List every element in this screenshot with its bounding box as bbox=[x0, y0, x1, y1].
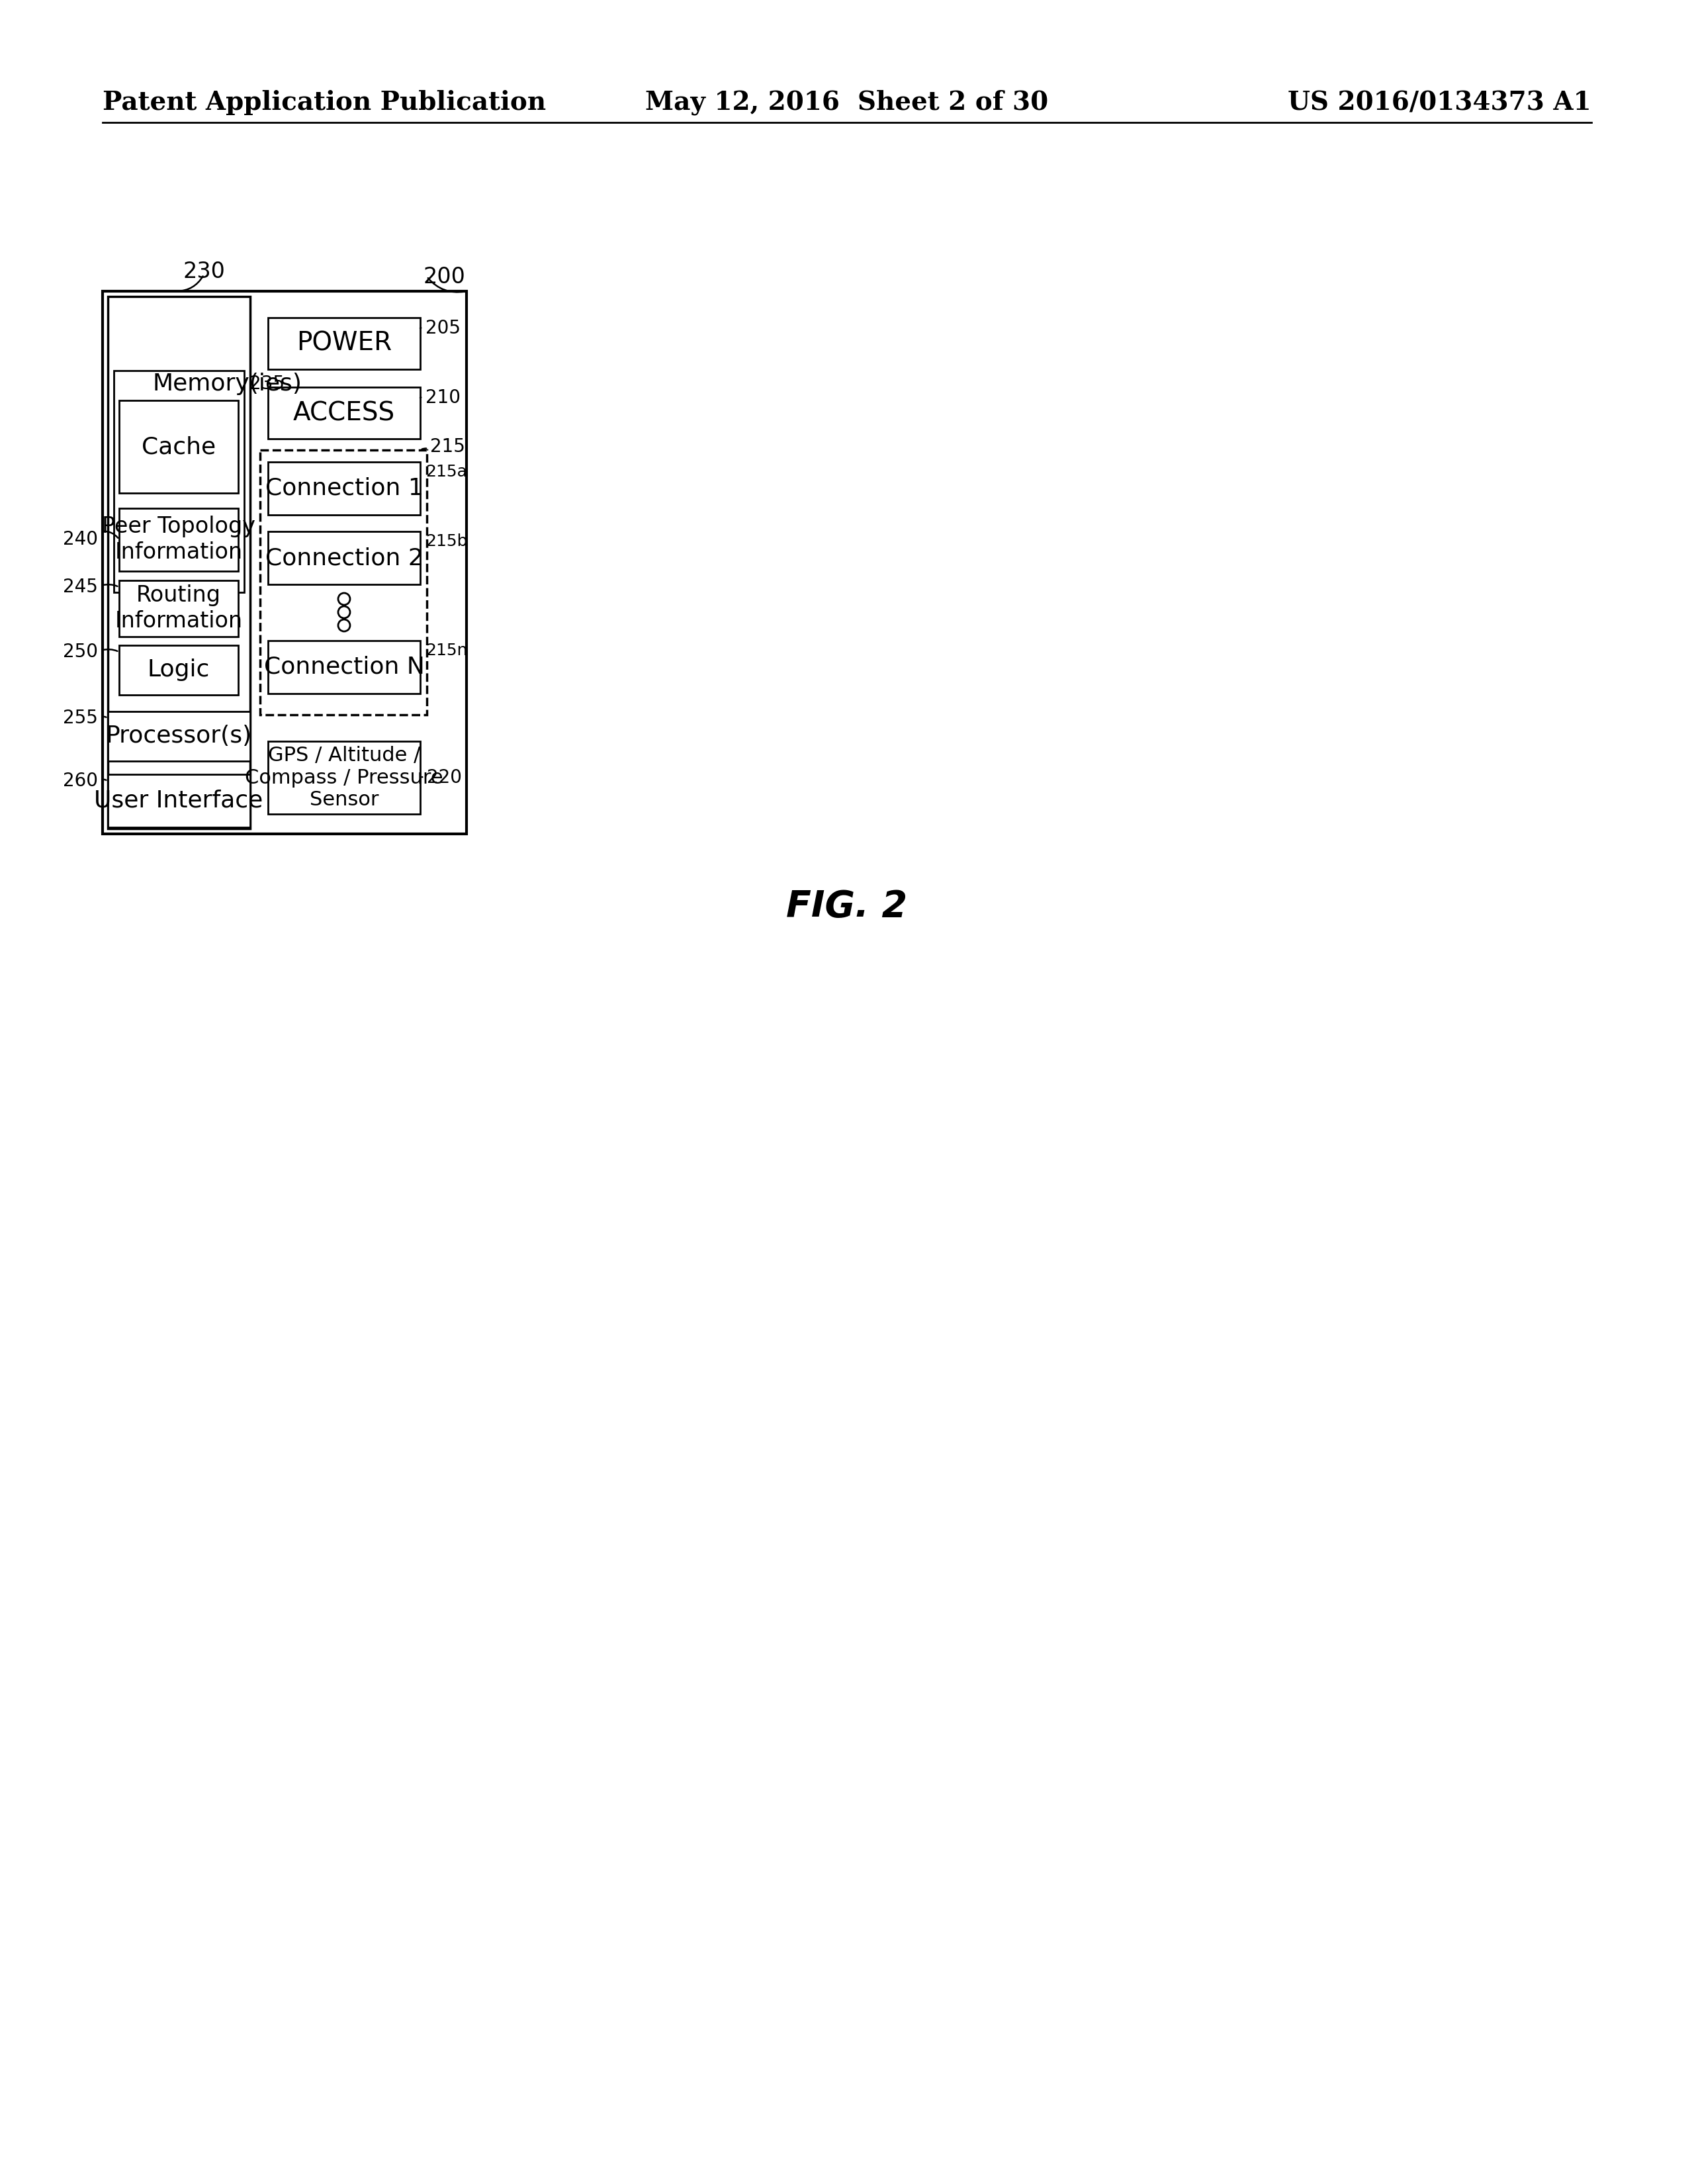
Text: Connection 1: Connection 1 bbox=[264, 476, 424, 500]
Text: 220: 220 bbox=[427, 769, 462, 786]
Bar bbox=[103, 290, 466, 834]
Text: Peer Topology
Information: Peer Topology Information bbox=[102, 515, 256, 563]
Text: 235: 235 bbox=[249, 376, 285, 393]
Bar bbox=[268, 531, 420, 585]
Text: 240: 240 bbox=[63, 531, 98, 548]
Text: Connection 2: Connection 2 bbox=[264, 546, 424, 570]
Bar bbox=[268, 640, 420, 695]
Text: 245: 245 bbox=[63, 579, 98, 596]
Bar bbox=[268, 317, 420, 369]
Bar bbox=[119, 400, 239, 494]
Text: May 12, 2016  Sheet 2 of 30: May 12, 2016 Sheet 2 of 30 bbox=[645, 90, 1049, 116]
Text: 210: 210 bbox=[425, 389, 461, 406]
Bar bbox=[268, 740, 420, 815]
Bar bbox=[113, 371, 244, 592]
Bar bbox=[119, 644, 239, 695]
Text: 215b: 215b bbox=[425, 533, 468, 550]
Text: User Interface: User Interface bbox=[95, 791, 263, 812]
Text: Cache: Cache bbox=[142, 435, 215, 459]
Text: 230: 230 bbox=[183, 260, 225, 282]
Text: Processor(s): Processor(s) bbox=[105, 725, 252, 747]
Text: US 2016/0134373 A1: US 2016/0134373 A1 bbox=[1287, 90, 1591, 116]
Bar bbox=[108, 297, 251, 828]
Bar bbox=[268, 387, 420, 439]
Text: POWER: POWER bbox=[296, 332, 391, 356]
Text: GPS / Altitude /
Compass / Pressure
Sensor: GPS / Altitude / Compass / Pressure Sens… bbox=[246, 745, 444, 810]
Bar bbox=[108, 712, 251, 760]
Text: 260: 260 bbox=[63, 771, 98, 791]
Text: ACCESS: ACCESS bbox=[293, 400, 395, 426]
Text: 215a: 215a bbox=[425, 463, 468, 480]
Bar bbox=[119, 581, 239, 638]
Text: 215n: 215n bbox=[425, 642, 468, 660]
Text: Logic: Logic bbox=[147, 660, 210, 681]
Bar bbox=[261, 450, 427, 714]
Text: 250: 250 bbox=[63, 642, 98, 662]
Text: 205: 205 bbox=[425, 319, 461, 339]
Text: 215: 215 bbox=[430, 437, 466, 456]
Text: Patent Application Publication: Patent Application Publication bbox=[103, 90, 545, 116]
Bar bbox=[108, 775, 251, 828]
Bar bbox=[119, 509, 239, 572]
Text: Routing
Information: Routing Information bbox=[115, 585, 242, 631]
Text: Connection N: Connection N bbox=[264, 655, 425, 679]
Text: FIG. 2: FIG. 2 bbox=[786, 889, 908, 924]
Text: 255: 255 bbox=[63, 710, 98, 727]
Bar bbox=[268, 463, 420, 515]
Text: 200: 200 bbox=[424, 266, 466, 288]
Text: Memory(ies): Memory(ies) bbox=[152, 373, 302, 395]
